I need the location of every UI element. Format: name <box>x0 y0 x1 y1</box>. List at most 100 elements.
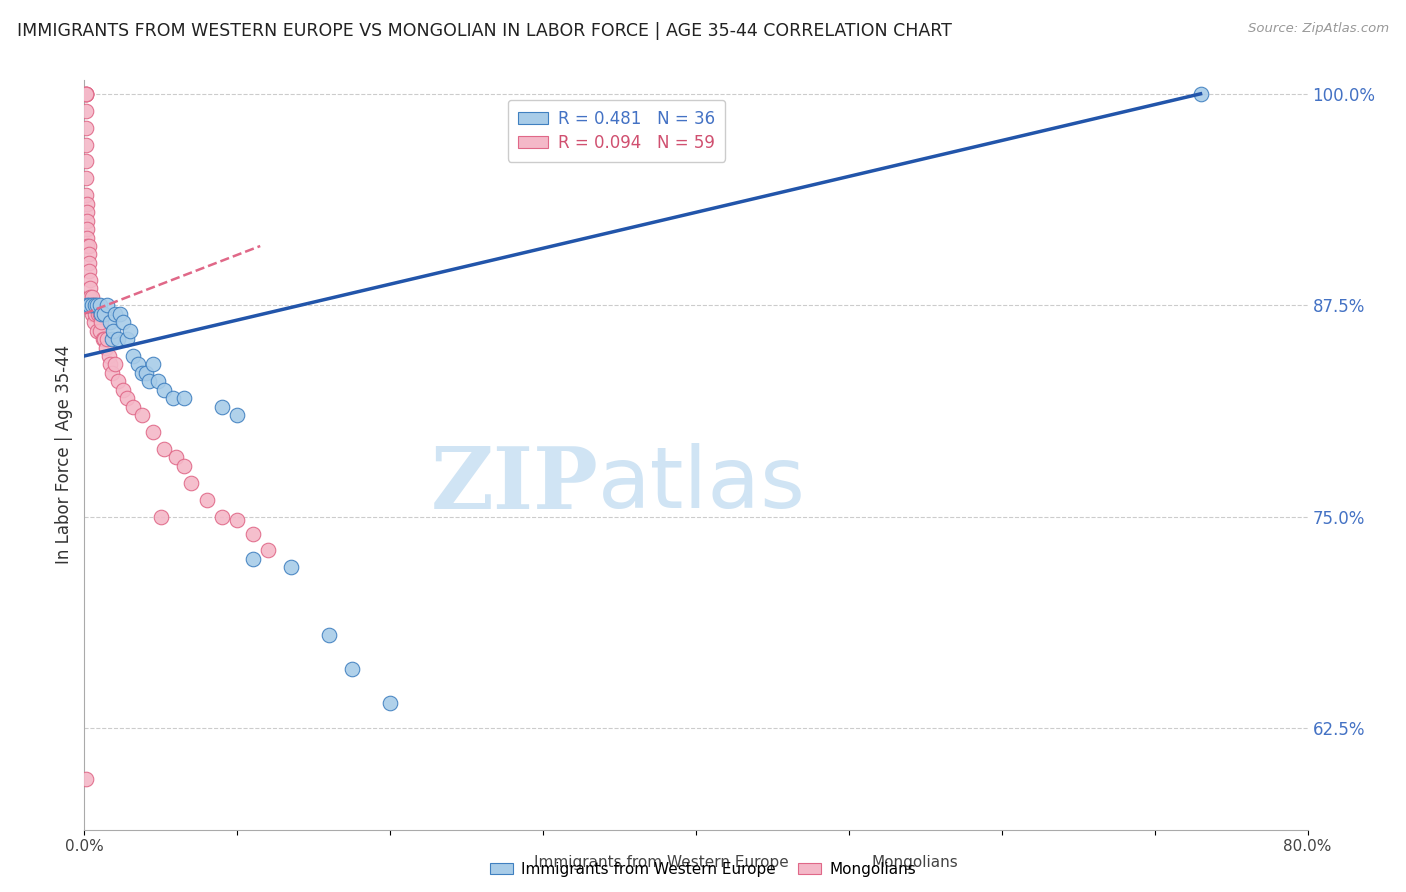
Point <box>80 307 103 321</box>
Point <box>76 298 98 312</box>
Point <box>75 188 97 202</box>
Text: atlas: atlas <box>598 443 806 526</box>
Point <box>120 324 142 338</box>
Text: Source: ZipAtlas.com: Source: ZipAtlas.com <box>1249 22 1389 36</box>
Point <box>76 222 98 236</box>
Point <box>75 120 97 135</box>
Point <box>79 281 101 295</box>
Point <box>80 298 103 312</box>
Point <box>89 307 111 321</box>
Point <box>76 230 98 244</box>
Point <box>77 298 100 312</box>
Point <box>122 400 145 414</box>
Point <box>226 513 249 527</box>
Y-axis label: In Labor Force | Age 35-44: In Labor Force | Age 35-44 <box>55 345 73 565</box>
Point <box>84 307 107 321</box>
Point <box>75 87 97 101</box>
Point <box>75 171 97 186</box>
Point <box>257 543 280 558</box>
Point <box>96 298 118 312</box>
Point <box>94 341 117 355</box>
Point <box>115 332 138 346</box>
Point <box>138 375 160 389</box>
Point <box>242 526 264 541</box>
Point <box>195 492 218 507</box>
Point <box>83 315 105 329</box>
Point <box>77 247 100 261</box>
Point <box>86 324 108 338</box>
Point <box>76 213 98 227</box>
Point <box>242 552 264 566</box>
Point <box>76 205 98 219</box>
Point <box>149 509 172 524</box>
Point <box>180 475 202 490</box>
Point <box>340 662 363 676</box>
Text: Immigrants from Western Europe: Immigrants from Western Europe <box>534 855 789 870</box>
Point <box>79 273 101 287</box>
Point <box>142 358 165 372</box>
Point <box>1189 87 1212 101</box>
Point <box>280 560 302 574</box>
Point <box>153 383 176 397</box>
Point <box>107 332 129 346</box>
Point <box>165 450 187 465</box>
Point <box>89 298 111 312</box>
Point <box>153 442 176 456</box>
Point <box>162 391 184 405</box>
Point <box>131 408 153 422</box>
Point <box>75 772 97 786</box>
Point <box>173 391 195 405</box>
Point <box>318 628 340 642</box>
Point <box>103 324 125 338</box>
Point <box>101 366 124 380</box>
Point <box>131 366 153 380</box>
Point <box>380 696 402 710</box>
Point <box>98 358 121 372</box>
Point <box>104 307 127 321</box>
Point <box>75 103 97 118</box>
Point <box>97 349 120 363</box>
Point <box>80 298 103 312</box>
Point <box>90 315 112 329</box>
Point <box>111 383 134 397</box>
Point <box>226 408 249 422</box>
Point <box>122 349 145 363</box>
Point <box>93 332 115 346</box>
Point <box>89 324 111 338</box>
Point <box>142 425 165 439</box>
Point <box>75 137 97 152</box>
Point <box>93 307 115 321</box>
Point <box>77 239 100 253</box>
Point <box>75 87 97 101</box>
Point <box>90 307 112 321</box>
Point <box>98 315 121 329</box>
Point <box>77 256 100 270</box>
Point <box>76 239 98 253</box>
Point <box>173 458 195 473</box>
Point <box>83 298 105 312</box>
Point <box>79 290 101 304</box>
Point <box>75 87 97 101</box>
Point <box>107 375 129 389</box>
Point <box>80 290 103 304</box>
Point <box>91 332 114 346</box>
Legend: R = 0.481   N = 36, R = 0.094   N = 59: R = 0.481 N = 36, R = 0.094 N = 59 <box>508 100 725 161</box>
Point <box>211 400 233 414</box>
Point <box>75 154 97 169</box>
Point <box>84 298 107 312</box>
Point <box>87 307 110 321</box>
Point <box>111 315 134 329</box>
Point <box>108 307 131 321</box>
Point <box>211 509 233 524</box>
Point <box>75 87 97 101</box>
Point <box>104 358 127 372</box>
Point <box>101 332 124 346</box>
Text: Mongolians: Mongolians <box>872 855 959 870</box>
Point <box>77 264 100 278</box>
Point <box>135 366 157 380</box>
Point <box>127 358 149 372</box>
Point <box>86 298 108 312</box>
Point <box>76 196 98 211</box>
Point <box>146 375 169 389</box>
Point <box>115 391 138 405</box>
